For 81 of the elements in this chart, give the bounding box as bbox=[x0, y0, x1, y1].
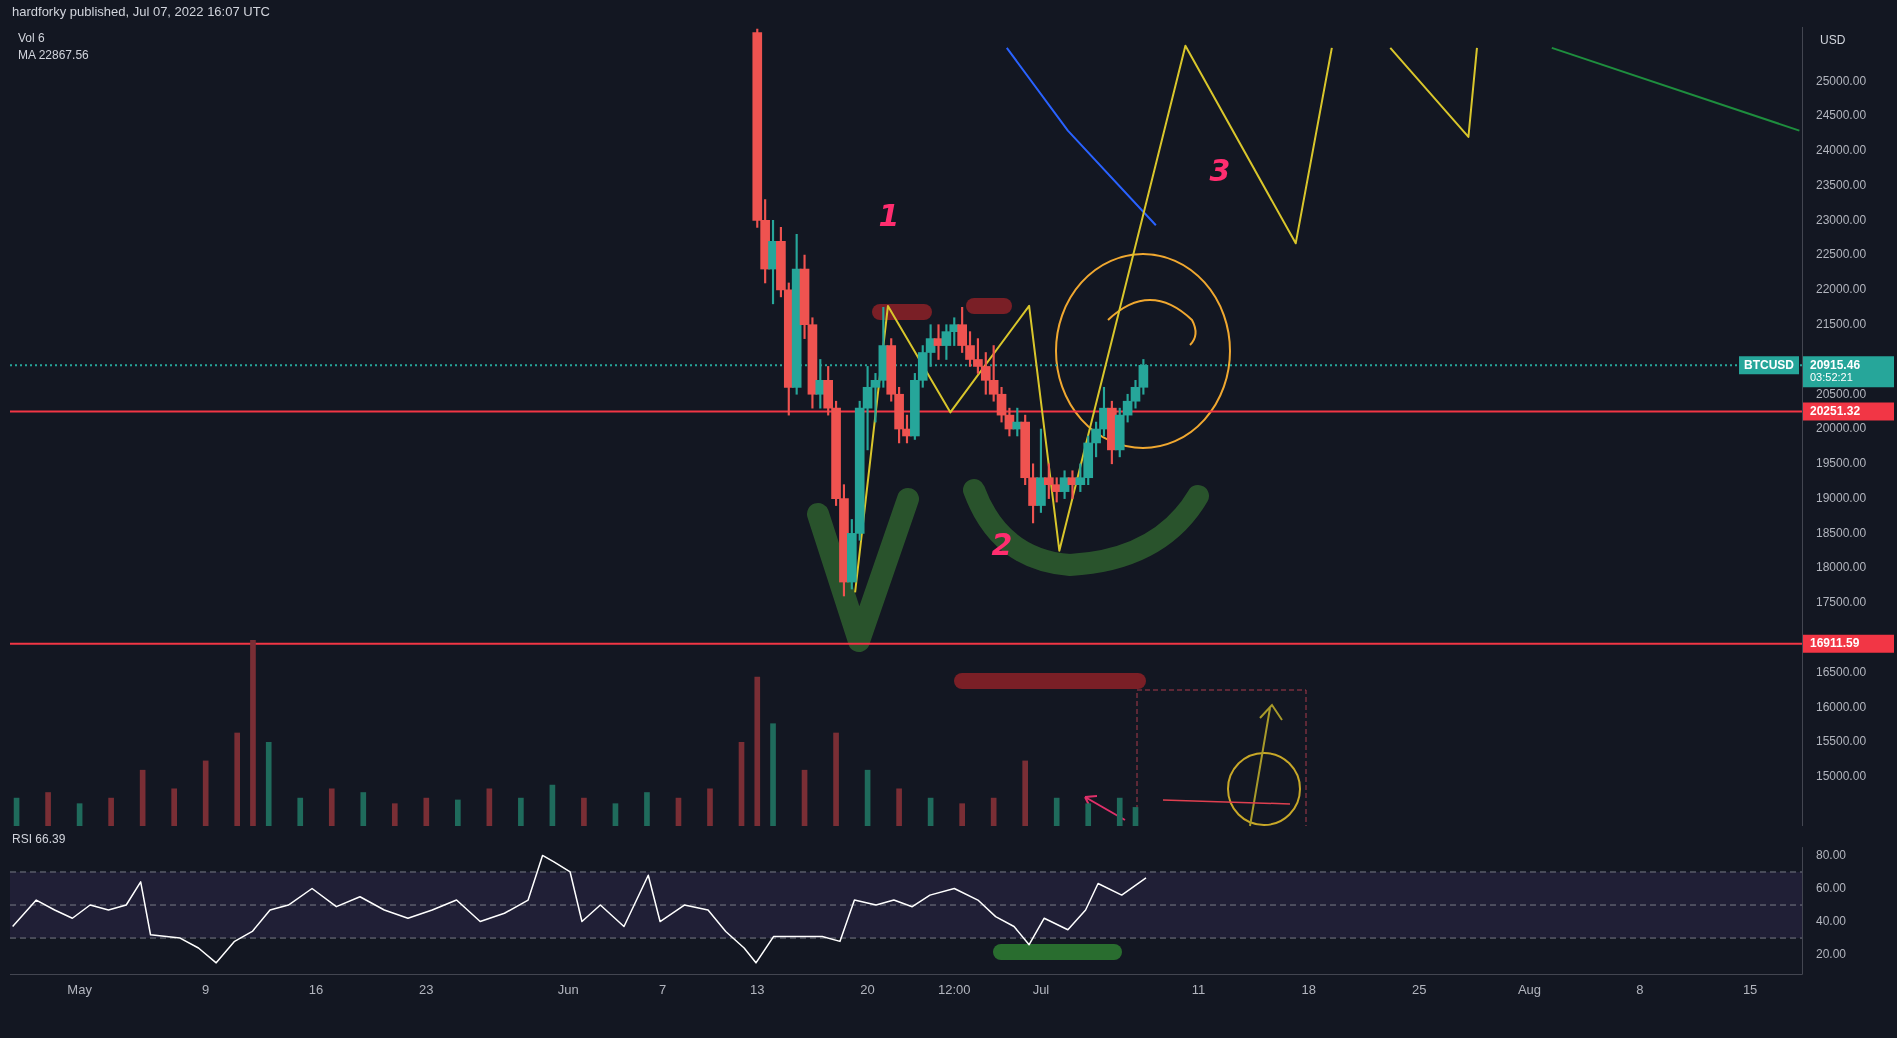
x-tick-label: 16 bbox=[308, 981, 324, 997]
x-tick-label: 11 bbox=[1191, 981, 1206, 997]
bar bbox=[234, 732, 241, 826]
bar bbox=[754, 676, 761, 826]
y-tick-label: 19500.00 bbox=[1816, 456, 1867, 471]
chart-title: hardforky published, Jul 07, 2022 16:07 UTC bbox=[12, 4, 270, 19]
bar bbox=[265, 741, 272, 826]
y-tick-label: 20.00 bbox=[1816, 946, 1847, 961]
y-tick-label: 24000.00 bbox=[1816, 143, 1867, 158]
bar bbox=[250, 640, 256, 826]
bar bbox=[455, 799, 461, 826]
bar bbox=[1022, 760, 1029, 826]
bar bbox=[1116, 797, 1123, 826]
y-tick-label: 80.00 bbox=[1816, 847, 1847, 862]
x-tick-label: May bbox=[67, 981, 93, 997]
x-tick-label: 20 bbox=[860, 981, 875, 997]
bar bbox=[328, 788, 335, 826]
bar bbox=[833, 732, 839, 826]
bar bbox=[171, 788, 177, 826]
bar bbox=[1053, 797, 1060, 826]
annotation: MA 22867.56 bbox=[18, 48, 89, 62]
y-tick-label: 22500.00 bbox=[1816, 247, 1867, 262]
text: 03:52:21 bbox=[1810, 371, 1853, 384]
y-tick-label: 20000.00 bbox=[1816, 421, 1867, 436]
bar bbox=[108, 797, 114, 826]
bar bbox=[1085, 803, 1092, 826]
ref-line-label: 20915.46 bbox=[1810, 357, 1861, 372]
bar bbox=[391, 803, 398, 826]
bar bbox=[581, 797, 587, 826]
bar bbox=[45, 792, 51, 826]
y-tick-label: 18000.00 bbox=[1816, 560, 1867, 575]
x-tick-label: 15 bbox=[1742, 981, 1758, 997]
x-tick-label: Aug bbox=[1517, 981, 1542, 997]
x-tick-label: Jul bbox=[1032, 981, 1050, 997]
x-tick-label: Jun bbox=[557, 981, 579, 997]
annotation: 3 bbox=[1209, 152, 1231, 188]
y-tick-label: 15500.00 bbox=[1816, 734, 1867, 749]
bar bbox=[644, 792, 650, 826]
bar bbox=[612, 803, 619, 826]
bar bbox=[707, 788, 713, 826]
y-tick-label: 16000.00 bbox=[1816, 699, 1867, 714]
bar bbox=[518, 797, 524, 826]
x-tick-label: 25 bbox=[1411, 981, 1427, 997]
y-tick-label: 15000.00 bbox=[1816, 769, 1867, 784]
y-tick-label: 24500.00 bbox=[1816, 108, 1867, 123]
bar bbox=[896, 788, 902, 826]
bar bbox=[76, 803, 83, 826]
x-tick-label: 12:00 bbox=[937, 981, 971, 997]
x-tick-label: 8 bbox=[1636, 981, 1644, 997]
chart-title: RSI 66.39 bbox=[12, 832, 66, 846]
y-tick-label: 21500.00 bbox=[1816, 317, 1867, 332]
y-tick-label: 60.00 bbox=[1816, 880, 1847, 895]
y-tick-label: 25000.00 bbox=[1816, 73, 1867, 88]
ref-line-label: 20251.32 bbox=[1810, 403, 1861, 418]
y-tick-label: 23500.00 bbox=[1816, 177, 1867, 192]
y-axis-title: USD bbox=[1820, 33, 1846, 47]
ref-line-label: 16911.59 bbox=[1810, 636, 1860, 651]
bar bbox=[959, 803, 965, 826]
annotation: BTCUSD bbox=[1744, 357, 1795, 372]
bar bbox=[486, 788, 493, 826]
bar bbox=[297, 797, 304, 826]
y-tick-label: 17500.00 bbox=[1816, 595, 1867, 610]
y-tick-label: 20500.00 bbox=[1816, 386, 1867, 401]
y-tick-label: 22000.00 bbox=[1816, 282, 1867, 297]
annotation: 2 bbox=[991, 526, 1013, 562]
y-tick-label: 19000.00 bbox=[1816, 490, 1867, 505]
y-tick-label: 18500.00 bbox=[1816, 525, 1867, 540]
x-tick-label: 9 bbox=[202, 981, 210, 997]
bar bbox=[202, 760, 209, 826]
y-tick-label: 23000.00 bbox=[1816, 212, 1867, 227]
bar bbox=[360, 792, 367, 826]
y-tick-label: 16500.00 bbox=[1816, 664, 1867, 679]
x-tick-label: 7 bbox=[659, 981, 667, 997]
x-tick-label: 18 bbox=[1301, 981, 1317, 997]
annotation: Vol 6 bbox=[18, 31, 45, 45]
annotation: 1 bbox=[878, 197, 900, 233]
bar bbox=[423, 797, 430, 826]
x-tick-label: 13 bbox=[750, 981, 765, 997]
bar bbox=[770, 723, 776, 826]
x-tick-label: 23 bbox=[419, 981, 434, 997]
y-tick-label: 40.00 bbox=[1816, 913, 1847, 928]
